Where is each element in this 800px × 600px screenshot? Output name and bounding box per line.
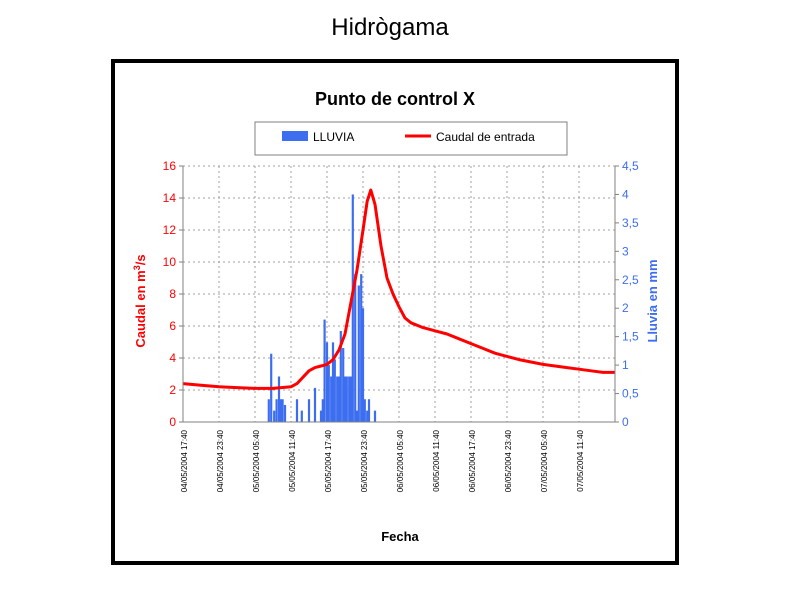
- rain-bar: [345, 376, 348, 422]
- y-tick-label-right: 2: [622, 301, 629, 315]
- x-tick-label: 05/05/2004 17:40: [324, 429, 333, 492]
- y-tick-label-right: 1: [622, 358, 629, 372]
- rain-bar: [330, 376, 333, 422]
- y-tick-label-right: 1,5: [622, 330, 639, 344]
- rain-bar: [357, 285, 360, 422]
- y-tick-label-left: 4: [169, 351, 176, 365]
- rain-bar: [373, 410, 377, 422]
- x-tick-label: 05/05/2004 05:40: [252, 429, 261, 492]
- grid: [183, 165, 616, 422]
- legend: LLUVIA Caudal de entrada: [254, 121, 568, 156]
- rain-bar: [348, 376, 351, 422]
- x-tick-label: 07/05/2004 05:40: [540, 429, 549, 492]
- page-title: Hidrògama: [331, 14, 449, 41]
- x-tick-label: 04/05/2004 23:40: [216, 429, 225, 492]
- rain-bar: [325, 342, 329, 422]
- x-tick-label: 05/05/2004 23:40: [360, 429, 369, 492]
- rain-bar: [275, 399, 278, 422]
- rain-bar: [351, 194, 354, 422]
- x-tick-label: 06/05/2004 11:40: [432, 429, 441, 491]
- y-tick-label-right: 3: [622, 244, 629, 258]
- y-tick-label-left: 6: [169, 319, 176, 333]
- rain-bar: [354, 274, 357, 422]
- right-tick-labels: 0 0,5 1 1,5 2 2,5 3 3,5 4 4,5: [615, 159, 639, 429]
- y-axis-left-label: Caudal en m3/s: [132, 254, 148, 347]
- y-tick-label-right: 2,5: [622, 273, 639, 287]
- hydrograph-chart: Punto de control X LLUVIA Caudal de entr…: [132, 89, 660, 544]
- x-tick-label: 04/05/2004 17:40: [180, 429, 189, 492]
- y-tick-label-right: 0,5: [622, 387, 639, 401]
- x-tick-label: 06/05/2004 05:40: [396, 429, 405, 492]
- rain-bar: [281, 399, 284, 422]
- rain-bar: [321, 399, 324, 422]
- y-tick-label-right: 0: [622, 415, 629, 429]
- rain-bar: [355, 410, 359, 422]
- rain-bar: [366, 410, 369, 422]
- rain-bar: [283, 404, 287, 422]
- rain-bar: [279, 399, 282, 422]
- rain-bar: [339, 330, 342, 422]
- x-tick-label: 05/05/2004 11:40: [288, 429, 297, 491]
- rain-bar: [327, 365, 330, 422]
- rain-bar: [295, 399, 299, 422]
- flow-line: [182, 188, 615, 390]
- y-tick-label-left: 2: [169, 383, 176, 397]
- rain-bar: [361, 308, 365, 422]
- x-tick-label: 06/05/2004 17:40: [468, 429, 477, 492]
- chart-title: Punto de control X: [315, 89, 475, 109]
- rain-bar: [360, 274, 363, 422]
- rain-bar: [267, 399, 270, 422]
- rain-bar: [363, 399, 366, 422]
- rain-bar: [300, 410, 303, 422]
- rain-bar: [331, 342, 335, 422]
- left-tick-labels: 0 2 4 6 8 10 12 14 16: [163, 159, 183, 429]
- y-tick-label-left: 8: [169, 287, 176, 301]
- rain-bar: [323, 319, 326, 422]
- chart-frame: Punto de control X LLUVIA Caudal de entr…: [111, 59, 679, 565]
- legend-swatch-lluvia: [282, 131, 308, 141]
- rain-bar: [367, 399, 371, 422]
- y-tick-label-left: 14: [163, 191, 177, 205]
- rain-bar: [319, 410, 323, 422]
- y-tick-label-right: 4,5: [622, 159, 639, 173]
- x-tick-label: 07/05/2004 11:40: [576, 429, 585, 491]
- rain-bar: [307, 399, 311, 422]
- y-tick-label-left: 0: [169, 415, 176, 429]
- x-tick-labels: 04/05/2004 17:40 04/05/2004 23:40 05/05/20…: [180, 429, 585, 492]
- y-axis-right-label: Lluvia en mm: [645, 259, 660, 342]
- rain-bar: [337, 376, 341, 422]
- y-tick-label-left: 12: [163, 223, 177, 237]
- y-tick-label-left: 10: [163, 255, 177, 269]
- x-tick-label: 06/05/2004 23:40: [504, 429, 513, 492]
- rain-bar: [273, 410, 276, 422]
- rain-bar: [343, 376, 347, 422]
- legend-label-lluvia: LLUVIA: [313, 130, 354, 144]
- x-axis-label: Fecha: [381, 529, 419, 544]
- rain-bar: [277, 376, 281, 422]
- rain-bar: [336, 376, 339, 422]
- rain-bar: [349, 376, 353, 422]
- legend-label-caudal: Caudal de entrada: [436, 130, 535, 144]
- y-tick-label-left: 16: [163, 159, 177, 173]
- rain-bar: [313, 387, 317, 422]
- y-tick-label-right: 4: [622, 187, 629, 201]
- rain-bar: [333, 359, 336, 422]
- rain-bar: [342, 348, 345, 422]
- y-tick-label-right: 3,5: [622, 216, 639, 230]
